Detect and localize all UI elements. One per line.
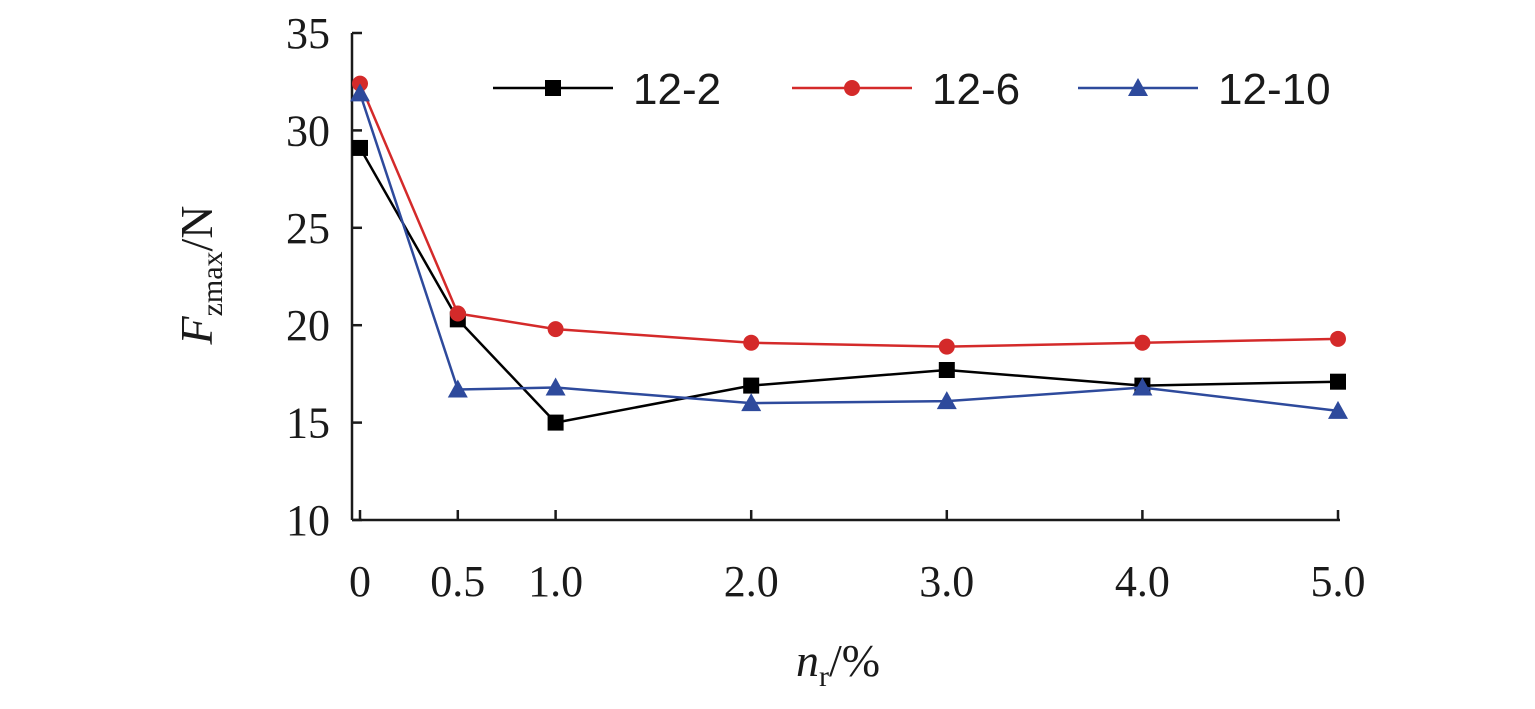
series-line: [358, 92, 1339, 413]
data-point: [936, 391, 957, 410]
data-point: [1134, 334, 1151, 351]
y-tick-label: 20: [286, 301, 330, 350]
y-tick-label: 25: [286, 204, 330, 253]
data-point: [449, 305, 466, 322]
data-point: [545, 377, 566, 396]
y-axis-title-tail: /N: [171, 205, 222, 251]
data-point: [447, 379, 468, 398]
data-point: [1132, 377, 1153, 396]
x-tick-label: 5.0: [1311, 557, 1366, 606]
series-12-10: [350, 83, 1348, 419]
y-tick-label: 35: [286, 9, 330, 58]
x-tick-label: 2.0: [724, 557, 779, 606]
series-line: [358, 147, 1339, 424]
x-axis-title-tail: /%: [829, 635, 880, 686]
x-tick-label: 1.0: [528, 557, 583, 606]
y-axis-title-sub: zmax: [196, 251, 229, 316]
y-ticks: 10 15 20 25 30 35: [286, 9, 362, 545]
legend-item: 12-6: [792, 65, 1020, 114]
x-tick-label: 4.0: [1115, 557, 1170, 606]
data-point: [938, 338, 955, 355]
data-point: [547, 321, 564, 338]
legend-item: 12-2: [493, 65, 721, 114]
x-axis-title-sub: r: [819, 660, 829, 693]
data-point: [938, 362, 955, 379]
legend-marker: [844, 80, 860, 96]
series-12-6: [352, 75, 1346, 355]
data-point: [743, 377, 760, 394]
x-axis-title-main: n: [796, 635, 819, 686]
x-tick-label: 0: [349, 557, 371, 606]
axes: 10 15 20 25 30 35 0 0.5 1.0 2.0 3.0 4.0 5.0: [286, 9, 1366, 606]
data-point: [1330, 330, 1346, 347]
data-point: [547, 414, 564, 431]
data-point: [741, 393, 762, 412]
x-tick-label: 3.0: [919, 557, 974, 606]
data-point: [743, 334, 760, 351]
legend-label: 12-2: [633, 65, 721, 114]
x-axis-title: nr/%: [796, 635, 880, 693]
legend-marker: [1128, 78, 1148, 96]
data-point: [350, 83, 370, 102]
legend-label: 12-6: [932, 65, 1020, 114]
data-point: [1330, 373, 1346, 390]
data-point: [1328, 400, 1348, 419]
legend: 12-2 12-6 12-10: [493, 65, 1331, 114]
legend-label: 12-10: [1218, 65, 1331, 114]
y-axis-title-main: F: [171, 316, 222, 346]
y-tick-label: 15: [286, 399, 330, 448]
y-axis-title: Fzmax/N: [171, 205, 229, 345]
x-tick-label: 0.5: [430, 557, 485, 606]
legend-item: 12-10: [1078, 65, 1331, 114]
y-tick-label: 10: [286, 496, 330, 545]
series-line: [358, 83, 1339, 348]
data-point: [352, 139, 368, 156]
x-ticks: 0 0.5 1.0 2.0 3.0 4.0 5.0: [349, 510, 1366, 606]
y-tick-label: 30: [286, 106, 330, 155]
series-12-2: [352, 139, 1346, 431]
legend-marker: [545, 80, 561, 96]
series-layer: [350, 75, 1348, 431]
